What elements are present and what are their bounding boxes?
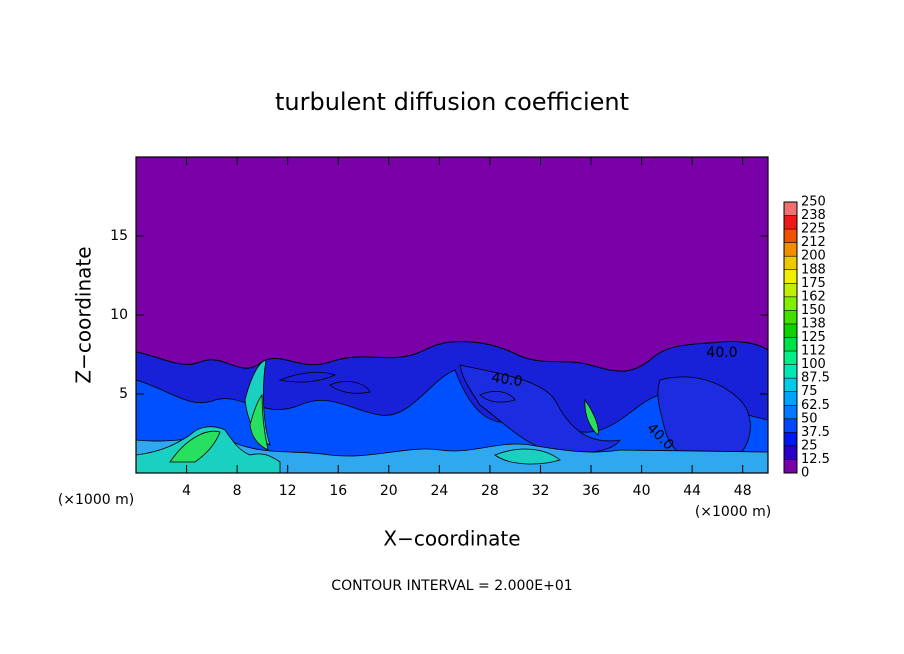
colorbar-band <box>784 418 797 433</box>
x-tick-label: 16 <box>329 483 347 499</box>
field-region <box>169 393 599 463</box>
colorbar-label: 125 <box>801 330 826 345</box>
x-tick-label: 36 <box>582 483 600 499</box>
x-tick-label: 44 <box>683 483 701 499</box>
colorbar-label: 100 <box>801 357 826 372</box>
x-tick-label: 28 <box>481 483 499 499</box>
colorbar-label: 150 <box>801 303 826 318</box>
y-tick-label: 5 <box>119 386 128 402</box>
colorbar-band <box>784 323 797 338</box>
colorbar-label: 175 <box>801 276 826 291</box>
field-region <box>278 371 516 403</box>
colorbar-band <box>784 256 797 270</box>
colorbar-band <box>784 269 797 284</box>
field-region <box>459 364 751 466</box>
footnote: CONTOUR INTERVAL = 2.000E+01 <box>331 578 572 594</box>
colorbar-band <box>784 229 797 243</box>
colorbar-label: 0 <box>801 466 809 481</box>
colorbar-band <box>784 351 797 365</box>
colorbar-band <box>784 310 797 324</box>
x-tick-label: 12 <box>279 483 297 499</box>
colorbar-band <box>784 296 797 311</box>
x-tick-label: 40 <box>633 483 651 499</box>
colorbar-band <box>784 283 797 297</box>
colorbar-label: 112 <box>801 344 826 359</box>
x-unit-label: (×1000 m) <box>695 504 771 520</box>
colorbar-band <box>784 391 797 406</box>
colorbar-band <box>784 432 797 446</box>
chart-title: turbulent diffusion coefficient <box>275 88 629 116</box>
colorbar-band <box>784 405 797 419</box>
x-tick-label: 48 <box>734 483 752 499</box>
colorbar-band <box>784 215 797 230</box>
colorbar-label: 200 <box>801 249 826 264</box>
colorbar-label: 225 <box>801 222 826 237</box>
colorbar-label: 25 <box>801 438 818 453</box>
colorbar-band <box>784 378 797 392</box>
x-tick-label: 4 <box>182 483 191 499</box>
x-unit-label: (×1000 m) <box>58 492 134 508</box>
colorbar-label: 87.5 <box>801 371 830 386</box>
colorbar-label: 50 <box>801 411 818 426</box>
y-axis-label: Z−coordinate <box>72 246 96 383</box>
colorbar-label: 250 <box>801 195 826 210</box>
colorbar-label: 37.5 <box>801 425 830 440</box>
colorbar-label: 238 <box>801 208 826 223</box>
contour-label: 40.0 <box>490 370 523 390</box>
colorbar-band <box>784 202 797 216</box>
colorbar-label: 75 <box>801 384 818 399</box>
colorbar-band <box>784 242 797 257</box>
x-tick-label: 8 <box>233 483 242 499</box>
colorbar-label: 138 <box>801 316 826 331</box>
colorbar-label: 212 <box>801 235 826 250</box>
x-tick-label: 32 <box>532 483 550 499</box>
contour-field <box>136 157 768 473</box>
x-tick-label: 20 <box>380 483 398 499</box>
colorbar-label: 188 <box>801 262 826 277</box>
colorbar-label: 12.5 <box>801 452 830 467</box>
colorbar-band <box>784 459 797 473</box>
contour-label: 40.0 <box>706 345 737 361</box>
y-tick-label: 15 <box>110 228 128 244</box>
y-tick-label: 10 <box>110 307 128 323</box>
colorbar-band <box>784 445 797 460</box>
x-tick-label: 24 <box>430 483 448 499</box>
colorbar-band <box>784 364 797 379</box>
colorbar-label: 62.5 <box>801 398 830 413</box>
colorbar-label: 162 <box>801 289 826 304</box>
colorbar-band <box>784 337 797 352</box>
x-axis-label: X−coordinate <box>383 527 520 551</box>
